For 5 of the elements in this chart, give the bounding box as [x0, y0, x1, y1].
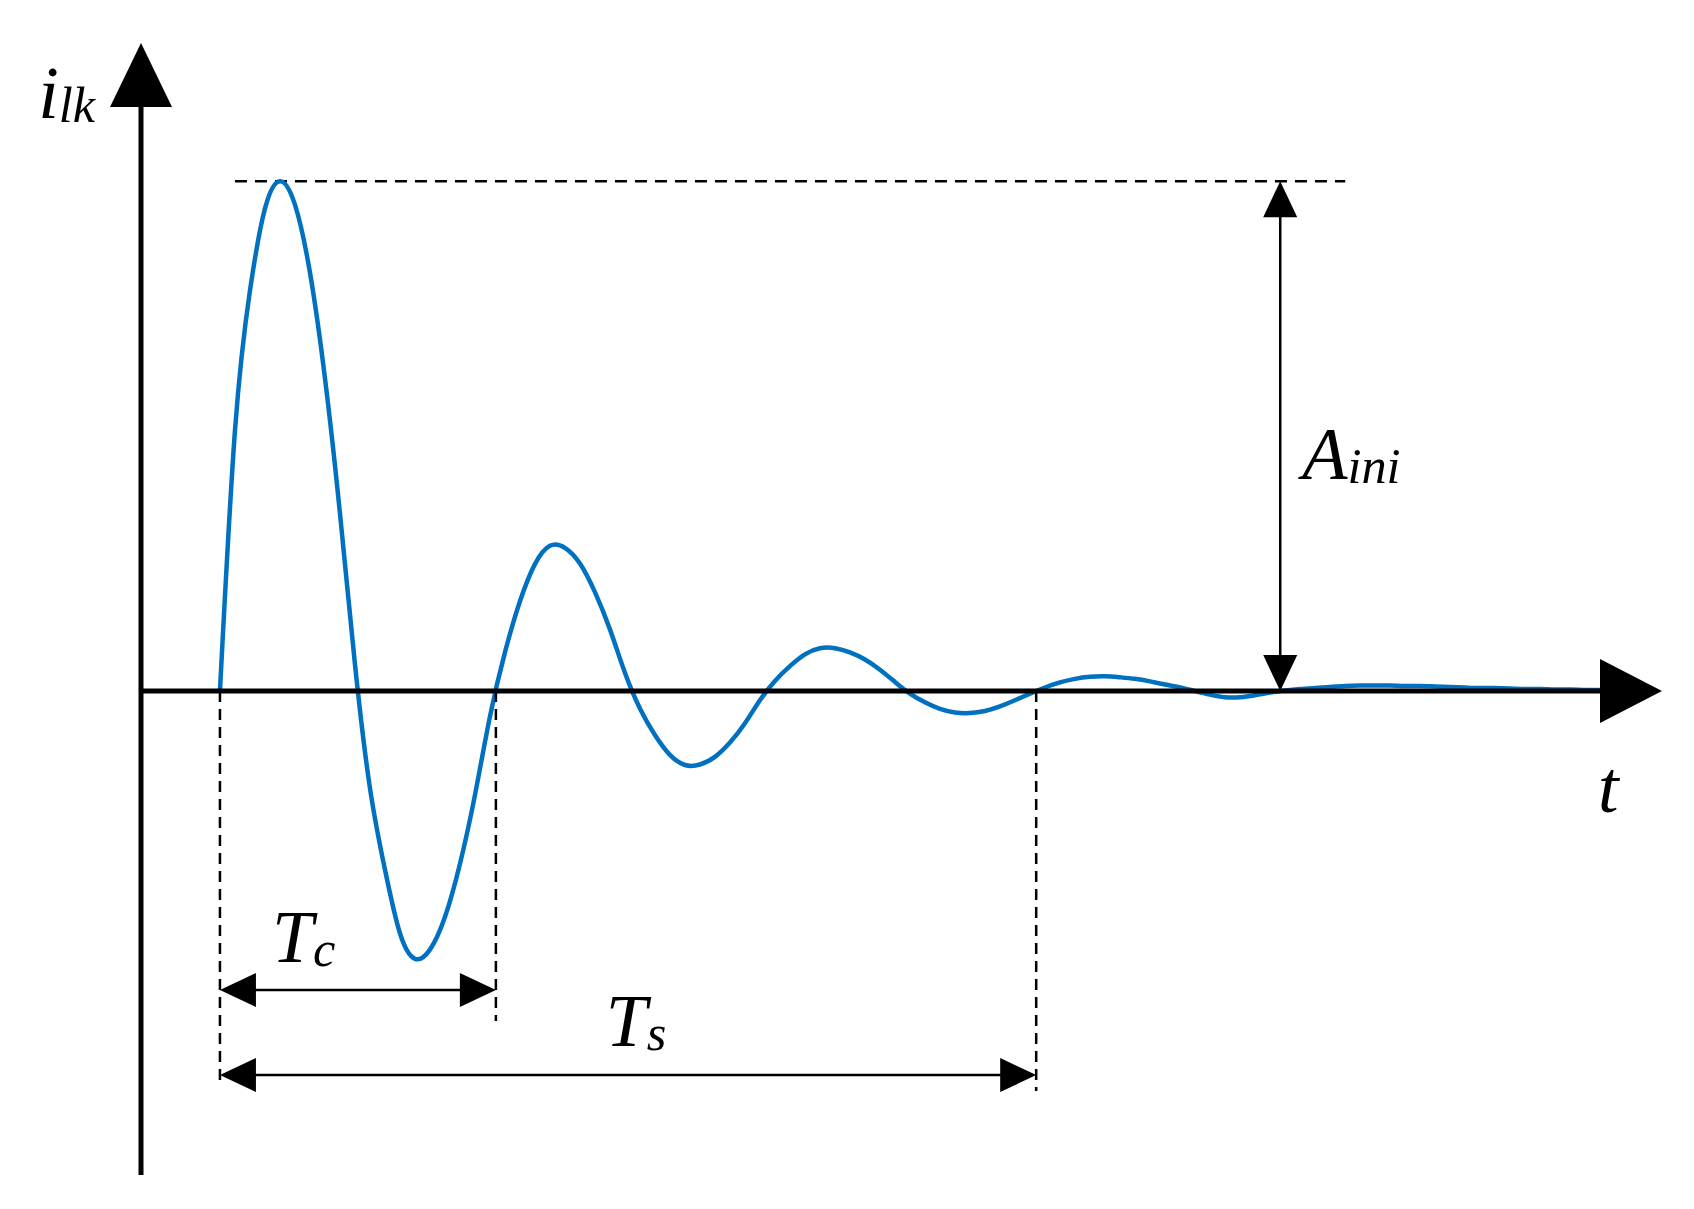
annotation: A$_{ini}$ [1297, 413, 1401, 496]
y-axis-title: i$_{lk}$ [38, 52, 97, 134]
annotation: T$_{c}$ [271, 896, 336, 979]
x-axis-title: t [1598, 746, 1621, 828]
text: T$_{s}$ [605, 980, 667, 1063]
